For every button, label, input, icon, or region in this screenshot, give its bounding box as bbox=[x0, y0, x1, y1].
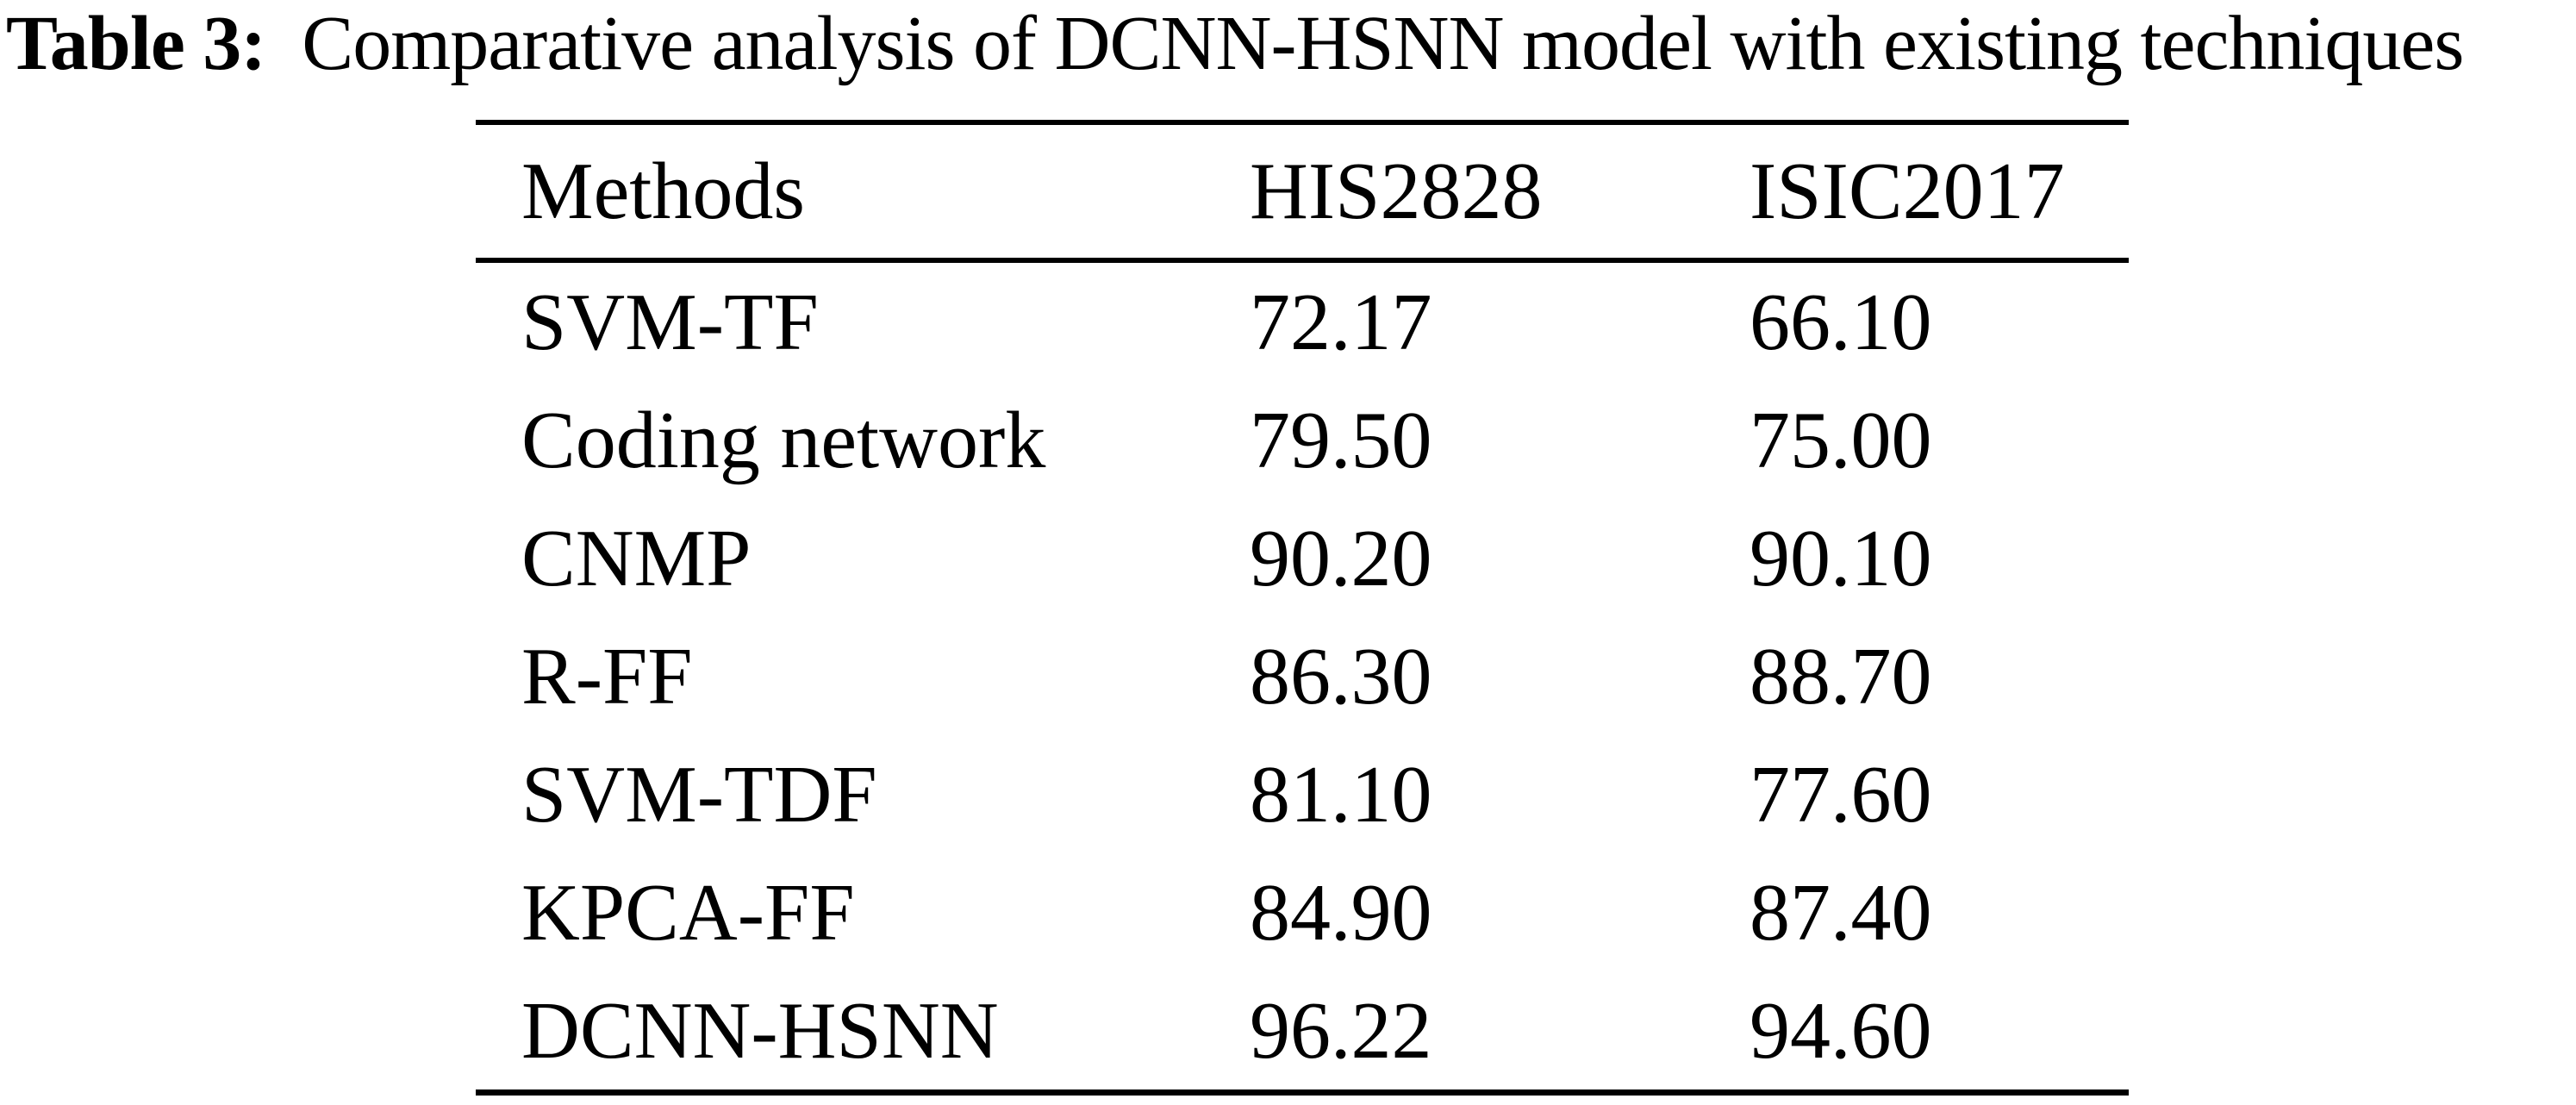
isic2017-cell: 66.10 bbox=[1750, 277, 1932, 367]
method-cell: Coding network bbox=[521, 395, 1046, 485]
his2828-cell: 72.17 bbox=[1250, 277, 1432, 367]
his2828-cell: 86.30 bbox=[1250, 631, 1432, 721]
his2828-cell: 90.20 bbox=[1250, 513, 1432, 603]
column-header-methods: Methods bbox=[521, 147, 805, 236]
method-cell: KPCA-FF bbox=[521, 867, 855, 958]
table-row: R-FF 86.30 88.70 bbox=[476, 617, 2129, 735]
method-cell: CNMP bbox=[521, 513, 752, 603]
isic2017-cell: 87.40 bbox=[1750, 867, 1932, 958]
isic2017-cell: 94.60 bbox=[1750, 985, 1932, 1076]
table-header-row: Methods HIS2828 ISIC2017 bbox=[476, 125, 2129, 263]
table-row: Coding network 79.50 75.00 bbox=[476, 381, 2129, 499]
his2828-cell: 84.90 bbox=[1250, 867, 1432, 958]
method-cell: R-FF bbox=[521, 631, 693, 721]
table-row: SVM-TDF 81.10 77.60 bbox=[476, 735, 2129, 853]
table-row: CNMP 90.20 90.10 bbox=[476, 499, 2129, 617]
method-cell: SVM-TDF bbox=[521, 749, 877, 840]
method-cell: SVM-TF bbox=[521, 277, 819, 367]
his2828-cell: 79.50 bbox=[1250, 395, 1432, 485]
table-row: KPCA-FF 84.90 87.40 bbox=[476, 853, 2129, 971]
column-header-his2828: HIS2828 bbox=[1250, 147, 1543, 236]
his2828-cell: 81.10 bbox=[1250, 749, 1432, 840]
column-header-isic2017: ISIC2017 bbox=[1750, 147, 2065, 236]
table-caption-label: Table 3: bbox=[6, 1, 266, 86]
comparison-table: Methods HIS2828 ISIC2017 SVM-TF 72.17 66… bbox=[476, 120, 2129, 1096]
isic2017-cell: 90.10 bbox=[1750, 513, 1932, 603]
table-row: DCNN-HSNN 96.22 94.60 bbox=[476, 971, 2129, 1089]
his2828-cell: 96.22 bbox=[1250, 985, 1432, 1076]
table-body: SVM-TF 72.17 66.10 Coding network 79.50 … bbox=[476, 263, 2129, 1096]
isic2017-cell: 77.60 bbox=[1750, 749, 1932, 840]
method-cell: DCNN-HSNN bbox=[521, 985, 999, 1076]
table-row: SVM-TF 72.17 66.10 bbox=[476, 263, 2129, 381]
isic2017-cell: 88.70 bbox=[1750, 631, 1932, 721]
table-caption-text: Comparative analysis of DCNN-HSNN model … bbox=[302, 1, 2464, 86]
isic2017-cell: 75.00 bbox=[1750, 395, 1932, 485]
table-caption: Table 3: Comparative analysis of DCNN-HSN… bbox=[6, 0, 2464, 91]
